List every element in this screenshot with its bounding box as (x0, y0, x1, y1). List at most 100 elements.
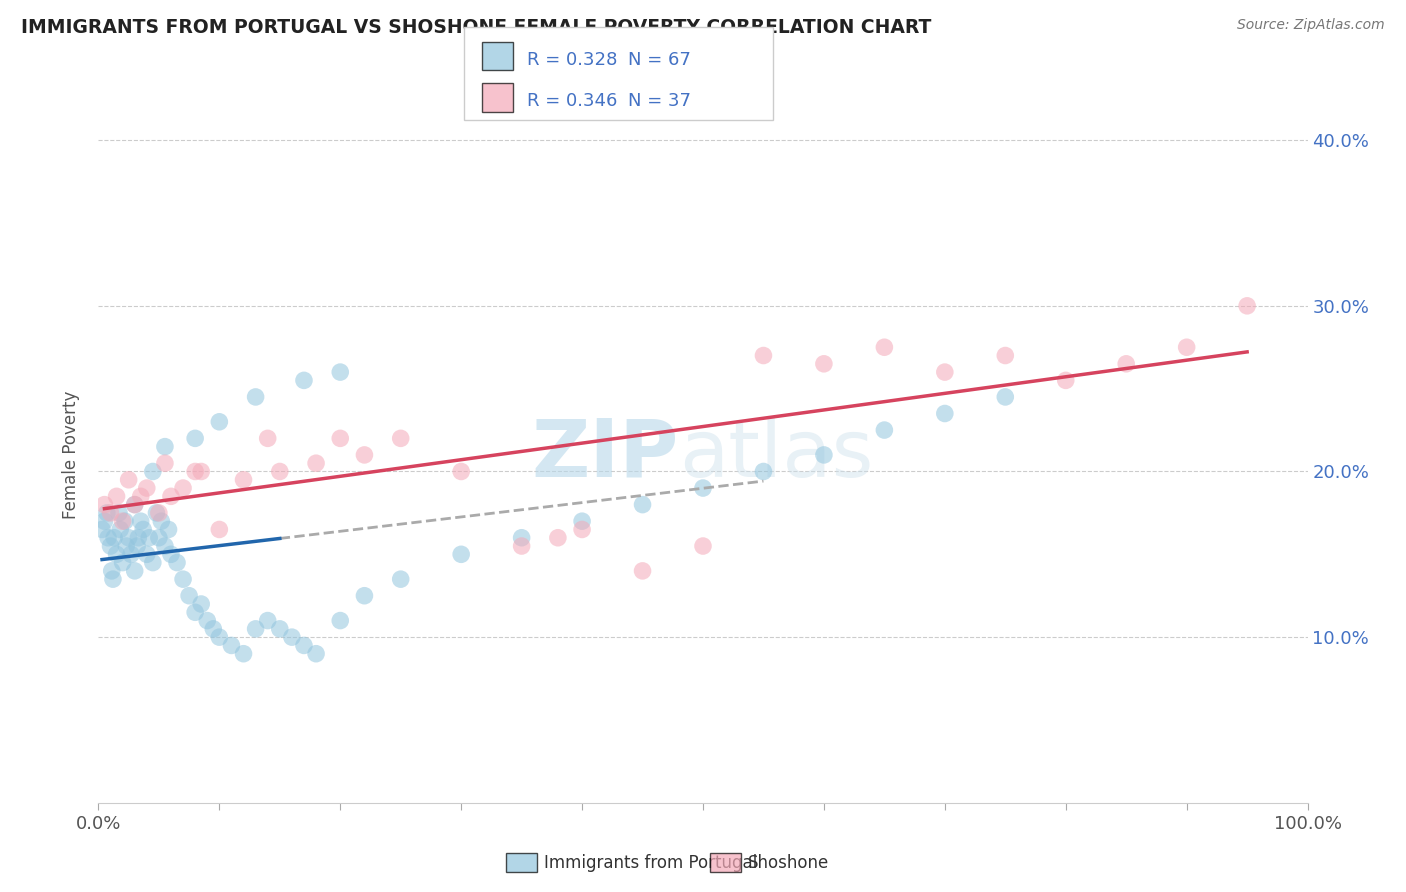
Point (105, 489, 128, 503)
Point (547, 531, 569, 545)
Point (269, 622, 291, 636)
Text: N = 67: N = 67 (628, 51, 692, 69)
Y-axis label: Female Poverty: Female Poverty (62, 391, 80, 519)
Point (93, 498, 115, 512)
Point (353, 448, 375, 462)
Point (184, 431, 207, 445)
Point (135, 547, 157, 561)
Point (124, 498, 146, 512)
Point (292, 639, 315, 653)
Point (873, 340, 896, 354)
Point (281, 630, 304, 644)
Text: Shoshone: Shoshone (748, 854, 830, 871)
Point (100, 564, 122, 578)
Point (153, 539, 176, 553)
Point (93, 514, 115, 528)
Text: Source: ZipAtlas.com: Source: ZipAtlas.com (1237, 18, 1385, 32)
Point (97, 531, 120, 545)
Point (510, 539, 533, 553)
Point (190, 465, 212, 479)
Point (692, 539, 714, 553)
Point (148, 506, 170, 520)
Point (571, 514, 593, 528)
Point (232, 473, 254, 487)
Point (305, 456, 328, 470)
Point (1054, 373, 1077, 387)
Point (172, 481, 194, 495)
Point (813, 357, 835, 371)
Point (450, 547, 472, 561)
Point (571, 523, 593, 537)
Point (1175, 340, 1198, 354)
Point (208, 523, 231, 537)
Point (135, 481, 157, 495)
Point (179, 589, 201, 603)
Point (142, 465, 165, 479)
Point (101, 572, 124, 586)
Point (752, 465, 775, 479)
Point (934, 365, 956, 379)
Point (145, 506, 167, 520)
Point (389, 572, 412, 586)
Point (142, 556, 165, 570)
Point (108, 523, 131, 537)
Point (813, 448, 835, 462)
Point (450, 465, 472, 479)
Point (96, 506, 118, 520)
Point (129, 489, 152, 503)
Point (1115, 357, 1137, 371)
Point (389, 431, 412, 445)
Point (114, 514, 136, 528)
Point (138, 531, 160, 545)
Point (124, 498, 146, 512)
Point (692, 481, 714, 495)
Point (329, 614, 352, 628)
Point (127, 531, 149, 545)
Text: R = 0.346: R = 0.346 (527, 92, 617, 110)
Point (353, 589, 375, 603)
Point (195, 614, 218, 628)
Point (129, 514, 152, 528)
Point (111, 556, 134, 570)
Point (232, 647, 254, 661)
Point (150, 514, 173, 528)
Point (329, 365, 352, 379)
Point (172, 572, 194, 586)
Point (292, 373, 315, 387)
Point (160, 489, 183, 503)
Point (132, 523, 155, 537)
Point (752, 349, 775, 363)
Point (91, 523, 114, 537)
Point (118, 531, 141, 545)
Point (994, 349, 1017, 363)
Text: ZIP: ZIP (531, 416, 679, 494)
Point (115, 539, 138, 553)
Text: Immigrants from Portugal: Immigrants from Portugal (544, 854, 758, 871)
Point (631, 498, 654, 512)
Point (184, 605, 207, 619)
Point (256, 431, 278, 445)
Point (148, 531, 170, 545)
Point (256, 614, 278, 628)
Point (873, 423, 896, 437)
Point (157, 523, 180, 537)
Point (510, 531, 533, 545)
Point (108, 506, 131, 520)
Point (127, 539, 149, 553)
Point (934, 407, 956, 421)
Point (631, 564, 654, 578)
Point (202, 622, 225, 636)
Point (329, 431, 352, 445)
Point (153, 440, 176, 454)
Text: R = 0.328: R = 0.328 (527, 51, 617, 69)
Point (153, 456, 176, 470)
Point (100, 539, 122, 553)
Point (305, 647, 328, 661)
Point (208, 415, 231, 429)
Point (184, 465, 207, 479)
Point (100, 506, 122, 520)
Point (160, 547, 183, 561)
Point (105, 547, 128, 561)
Point (221, 639, 243, 653)
Point (120, 547, 142, 561)
